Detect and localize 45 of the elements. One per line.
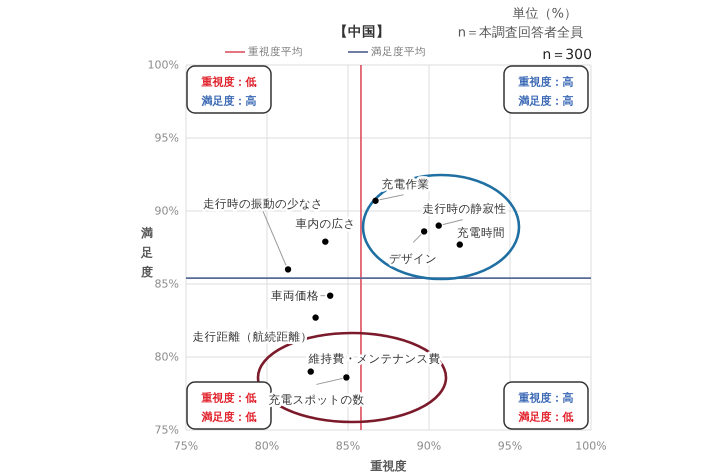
text: n＝300 bbox=[542, 47, 592, 63]
annotation: 走行時の静寂性 bbox=[422, 202, 507, 216]
y-tick-label: 100% bbox=[148, 58, 179, 72]
x-axis-title: 重視度 bbox=[370, 459, 406, 473]
point bbox=[326, 292, 334, 299]
annotation: 走行時の振動の少なさ bbox=[203, 196, 324, 210]
x-tick-label: 90% bbox=[416, 440, 442, 452]
annotation: 満足度：低 bbox=[518, 410, 574, 424]
annotation: 車両価格 bbox=[271, 288, 320, 303]
point bbox=[322, 238, 329, 245]
text: n＝本調査回答者全員 bbox=[458, 26, 583, 40]
point bbox=[420, 228, 428, 235]
x-tick-label: 95% bbox=[498, 440, 522, 452]
annotation: 重視度：高 bbox=[518, 76, 574, 88]
text: 単位（%） bbox=[512, 6, 577, 22]
y-tick-label: 90% bbox=[154, 204, 179, 218]
x-tick-label: 80% bbox=[254, 440, 280, 452]
annotation: 重視度：低 bbox=[200, 76, 256, 88]
annotation: デザイン bbox=[389, 251, 438, 266]
point bbox=[284, 266, 292, 273]
annotation: 満足度：高 bbox=[518, 94, 574, 108]
x-tick-label: 75% bbox=[174, 440, 198, 452]
y-tick-label: 85% bbox=[154, 278, 179, 290]
point bbox=[436, 222, 442, 229]
legend-label: 重視度平均 bbox=[248, 45, 303, 58]
legend-label: 満足度平均 bbox=[371, 45, 426, 58]
y-tick-label: 95% bbox=[154, 132, 179, 144]
annotation: 重視度：高 bbox=[518, 392, 574, 404]
chart-title: 【中国】 bbox=[334, 24, 390, 40]
annotation: 走行距離（航続距離） bbox=[192, 330, 313, 344]
y-tick-label: 75% bbox=[154, 424, 179, 436]
point bbox=[343, 374, 350, 381]
point bbox=[308, 368, 314, 375]
annotation: 重視度：低 bbox=[200, 392, 256, 404]
x-tick-label: 85% bbox=[336, 440, 360, 452]
annotation: 車内の広さ bbox=[295, 216, 356, 231]
point bbox=[312, 314, 319, 321]
annotation: 満足度：高 bbox=[200, 94, 256, 108]
x-tick-label: 100% bbox=[575, 440, 607, 452]
y-tick-label: 80% bbox=[154, 350, 179, 364]
annotation: 充電時間 bbox=[456, 226, 505, 240]
y-axis-title: 満足度 bbox=[140, 226, 153, 279]
point bbox=[372, 198, 379, 204]
point bbox=[456, 241, 463, 248]
annotation: 満足度：低 bbox=[200, 410, 256, 424]
